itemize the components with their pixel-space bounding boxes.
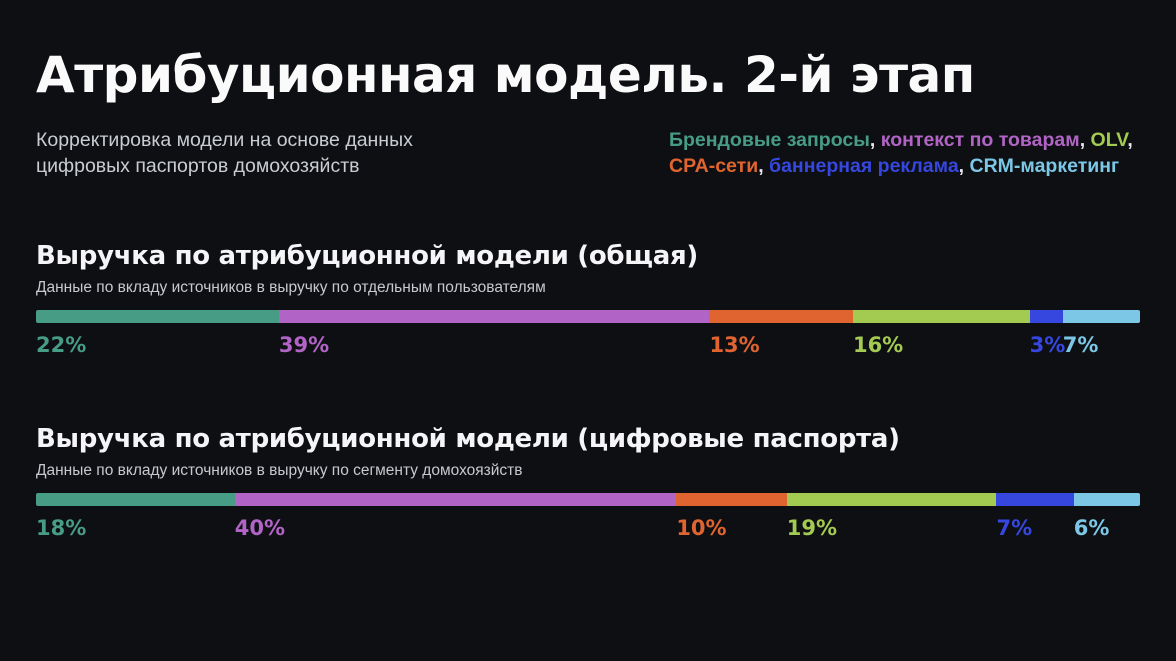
- bar-segment: [709, 310, 853, 323]
- legend-item: контекст по товарам: [880, 129, 1080, 151]
- chart-revenue-digital-passports: Выручка по атрибуционной модели (цифровы…: [36, 424, 1140, 539]
- bar-segment-value: 3%: [1029, 333, 1066, 357]
- legend-line: Брендовые запросы, контекст по товарам, …: [669, 127, 1133, 153]
- bar-segment-value: 7%: [996, 516, 1033, 540]
- legend-separator: ,: [1079, 129, 1091, 151]
- bar-segment: [278, 310, 710, 323]
- bar-segment-value: 19%: [786, 516, 837, 540]
- bar-segment: [36, 310, 279, 323]
- bar-segment: [786, 493, 997, 506]
- bar-segment: [676, 493, 787, 506]
- bar-segment-value: 40%: [234, 516, 285, 540]
- bar-segment-value: 39%: [278, 333, 330, 357]
- bar-segment-value: 18%: [36, 516, 87, 540]
- bar-segment-value: 10%: [676, 516, 727, 540]
- legend-item: Брендовые запросы: [669, 129, 870, 151]
- bar-segment: [852, 310, 1030, 323]
- chart-subtitle: Данные по вкладу источников в выручку по…: [36, 279, 546, 296]
- legend-separator: ,: [1127, 129, 1133, 151]
- page-title: Атрибуционная модель. 2-й этап: [36, 46, 975, 104]
- bar-labels: 18% 40% 10% 19% 7% 6%: [36, 517, 1140, 539]
- bar-segment-value: 16%: [852, 333, 904, 357]
- legend: Брендовые запросы, контекст по товарам, …: [669, 127, 1133, 179]
- bar-labels: 22% 39% 13% 16% 3% 7%: [36, 334, 1140, 356]
- legend-line: CPA-сети, баннерная реклама, CRM-маркети…: [669, 153, 1133, 179]
- bar-segment: [996, 493, 1074, 506]
- page-subtitle-line2: цифровых паспортов домохозяйств: [36, 155, 360, 177]
- page-subtitle-line1: Корректировка модели на основе данных: [36, 129, 413, 151]
- legend-separator: ,: [869, 129, 881, 151]
- legend-separator: ,: [758, 155, 770, 177]
- bar-segment-value: 22%: [36, 333, 87, 357]
- bar-segment-value: 6%: [1073, 516, 1110, 540]
- bar-segment-value: 13%: [709, 333, 760, 357]
- stacked-bar: [36, 493, 1140, 506]
- bar-segment: [1073, 493, 1140, 506]
- chart-subtitle: Данные по вкладу источников в выручку по…: [36, 462, 523, 479]
- legend-item: OLV: [1090, 129, 1128, 151]
- legend-item: баннерная реклама: [769, 155, 959, 177]
- chart-revenue-total: Выручка по атрибуционной модели (общая) …: [36, 241, 1140, 356]
- legend-item: CPA-сети: [669, 155, 759, 177]
- bar-segment: [36, 493, 235, 506]
- bar-segment: [234, 493, 677, 506]
- legend-item: CRM-маркетинг: [969, 155, 1120, 177]
- bar-segment: [1062, 310, 1140, 323]
- legend-separator: ,: [958, 155, 970, 177]
- page-subtitle: Корректировка модели на основе данных циф…: [36, 127, 413, 179]
- chart-title: Выручка по атрибуционной модели (общая): [36, 241, 698, 271]
- stacked-bar: [36, 310, 1140, 323]
- chart-title: Выручка по атрибуционной модели (цифровы…: [36, 424, 900, 454]
- bar-segment: [1029, 310, 1063, 323]
- bar-segment-value: 7%: [1062, 333, 1099, 357]
